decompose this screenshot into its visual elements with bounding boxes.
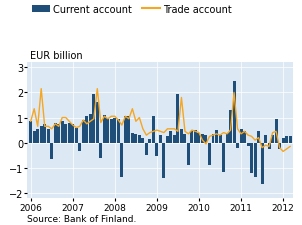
Bar (239, 129, 243, 143)
Bar (131, 133, 134, 143)
Bar (124, 117, 127, 143)
Bar (250, 143, 253, 173)
Bar (173, 135, 176, 143)
Bar (36, 129, 39, 143)
Bar (162, 143, 165, 178)
Bar (226, 133, 229, 143)
Bar (166, 137, 169, 143)
Bar (254, 143, 257, 177)
Bar (85, 117, 88, 143)
Bar (204, 135, 207, 143)
Bar (257, 132, 260, 143)
Bar (246, 143, 249, 147)
Bar (289, 137, 292, 143)
Bar (103, 115, 106, 143)
Bar (40, 127, 43, 143)
Bar (191, 132, 194, 143)
Bar (201, 134, 204, 143)
Bar (145, 143, 148, 155)
Bar (222, 143, 225, 172)
Bar (89, 114, 92, 143)
Bar (134, 134, 137, 143)
Bar (156, 143, 158, 157)
Bar (233, 82, 236, 143)
Bar (92, 94, 95, 143)
Bar (54, 123, 57, 143)
Bar (82, 121, 85, 143)
Bar (141, 138, 144, 143)
Bar (285, 137, 288, 143)
Bar (271, 135, 274, 143)
Bar (110, 119, 113, 143)
Bar (169, 132, 172, 143)
Bar (159, 135, 162, 143)
Bar (47, 129, 50, 143)
Text: EUR billion: EUR billion (30, 50, 82, 60)
Bar (61, 122, 64, 143)
Bar (75, 128, 78, 143)
Bar (282, 138, 284, 143)
Bar (71, 124, 74, 143)
Bar (208, 143, 211, 166)
Bar (243, 132, 246, 143)
Bar (78, 143, 81, 152)
Bar (113, 118, 116, 143)
Bar (152, 117, 155, 143)
Bar (275, 119, 278, 143)
Bar (229, 110, 232, 143)
Bar (148, 139, 151, 143)
Bar (68, 123, 71, 143)
Bar (264, 135, 267, 143)
Bar (120, 143, 123, 177)
Bar (117, 119, 120, 143)
Bar (198, 133, 201, 143)
Bar (43, 124, 46, 143)
Bar (176, 94, 179, 143)
Text: Source: Bank of Finland.: Source: Bank of Finland. (27, 214, 137, 223)
Bar (106, 118, 109, 143)
Bar (64, 124, 67, 143)
Bar (187, 143, 190, 166)
Bar (278, 143, 281, 149)
Bar (127, 117, 130, 143)
Bar (183, 134, 186, 143)
Bar (268, 143, 271, 149)
Bar (219, 135, 221, 143)
Bar (194, 130, 197, 143)
Legend: Current account, Trade account: Current account, Trade account (32, 5, 232, 15)
Bar (138, 135, 141, 143)
Bar (236, 143, 239, 148)
Bar (96, 103, 99, 143)
Bar (50, 143, 53, 159)
Bar (33, 132, 36, 143)
Bar (261, 143, 264, 184)
Bar (57, 124, 60, 143)
Bar (99, 143, 102, 158)
Bar (29, 122, 32, 143)
Bar (211, 134, 214, 143)
Bar (180, 129, 183, 143)
Bar (215, 130, 218, 143)
